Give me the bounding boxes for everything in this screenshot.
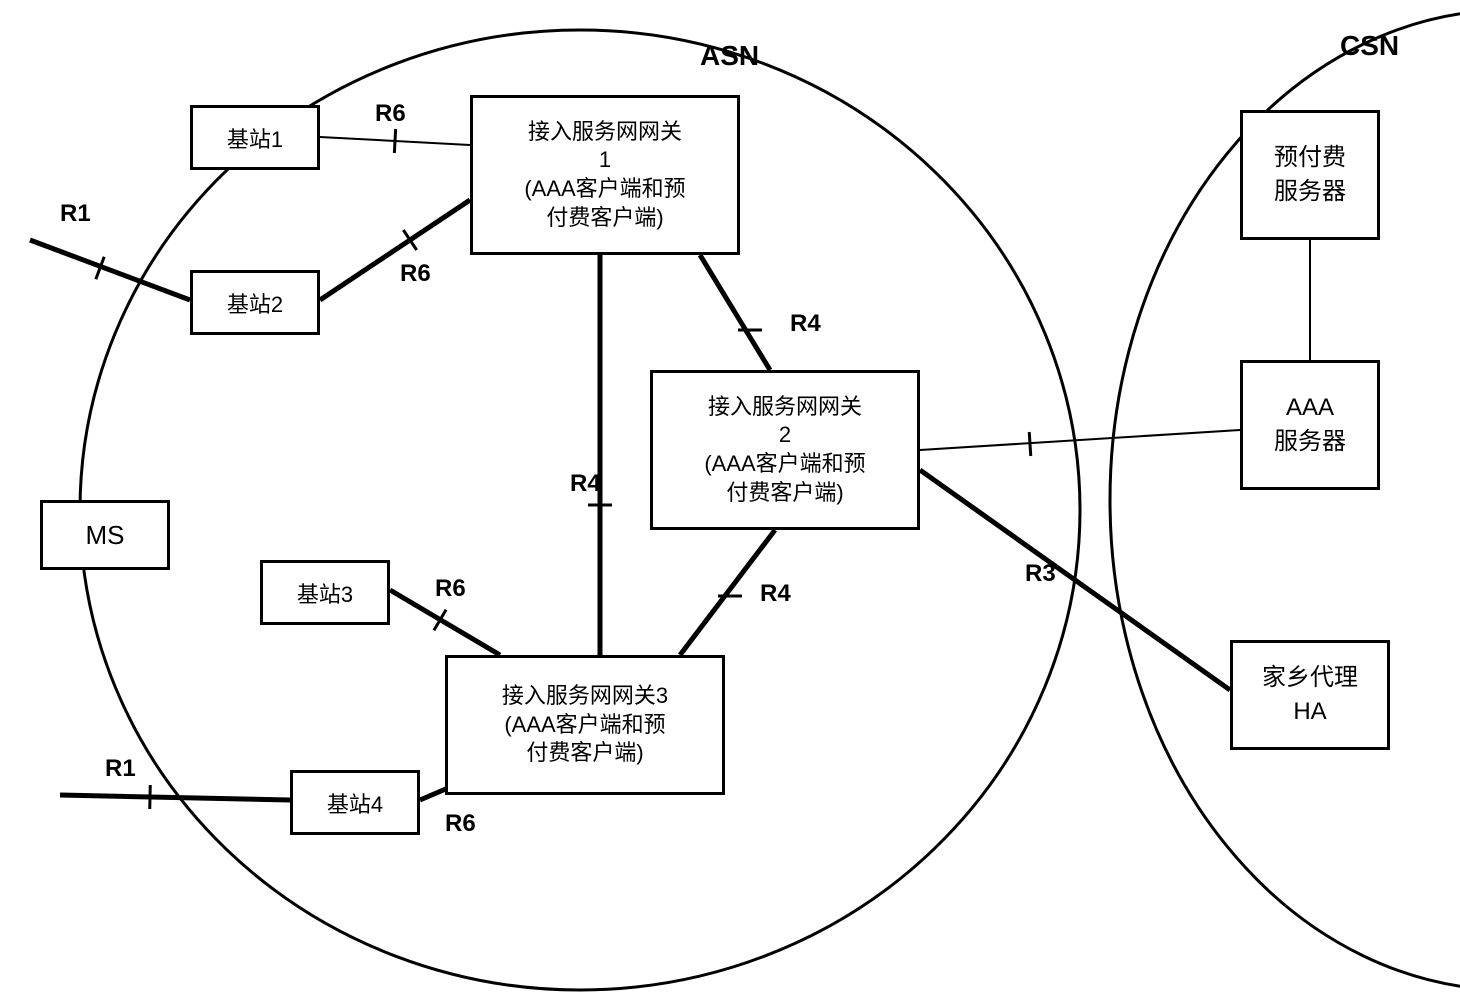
gw3-l3: 付费客户端) — [526, 739, 643, 768]
gw2-node: 接入服务网网关 2 (AAA客户端和预 付费客户端) — [650, 370, 920, 530]
asn-label: ASN — [700, 40, 759, 72]
r1a-label: R1 — [60, 200, 91, 228]
bs2-text: 基站2 — [227, 287, 283, 319]
r6d-label: R6 — [445, 810, 476, 838]
r6b-label: R6 — [400, 260, 431, 288]
gw2-l2: 2 — [779, 421, 791, 450]
r3-label: R3 — [1025, 560, 1056, 588]
gw2-l4: 付费客户端) — [726, 479, 843, 508]
bs4-text: 基站4 — [327, 787, 383, 819]
gw1-l3: (AAA客户端和预 — [524, 175, 685, 204]
bs3-text: 基站3 — [297, 577, 353, 609]
gw1-l2: 1 — [599, 146, 611, 175]
gw2-l1: 接入服务网网关 — [708, 393, 862, 422]
r4a-label: R4 — [790, 310, 821, 338]
ms-text: MS — [86, 520, 125, 551]
csn-label: CSN — [1340, 30, 1399, 62]
pps-l1: 预付费 — [1274, 141, 1346, 175]
gw1-l4: 付费客户端) — [546, 204, 663, 233]
r1b-label: R1 — [105, 755, 136, 783]
gw3-node: 接入服务网网关3 (AAA客户端和预 付费客户端) — [445, 655, 725, 795]
aaa-l2: 服务器 — [1274, 425, 1346, 459]
ha-l2: HA — [1293, 695, 1326, 729]
gw3-l2: (AAA客户端和预 — [504, 711, 665, 740]
gw1-node: 接入服务网网关 1 (AAA客户端和预 付费客户端) — [470, 95, 740, 255]
bs3-node: 基站3 — [260, 560, 390, 625]
pps-l2: 服务器 — [1274, 175, 1346, 209]
r4b-label: R4 — [570, 470, 601, 498]
bs2-node: 基站2 — [190, 270, 320, 335]
r6a-label: R6 — [375, 100, 406, 128]
aaa-node: AAA 服务器 — [1240, 360, 1380, 490]
gw3-l1: 接入服务网网关3 — [502, 682, 668, 711]
bs1-text: 基站1 — [227, 122, 283, 154]
gw1-l1: 接入服务网网关 — [528, 118, 682, 147]
bs4-node: 基站4 — [290, 770, 420, 835]
aaa-l1: AAA — [1286, 391, 1334, 425]
r6c-label: R6 — [435, 575, 466, 603]
bs1-node: 基站1 — [190, 105, 320, 170]
ha-l1: 家乡代理 — [1262, 661, 1358, 695]
r4c-label: R4 — [760, 580, 791, 608]
gw2-l3: (AAA客户端和预 — [704, 450, 865, 479]
pps-node: 预付费 服务器 — [1240, 110, 1380, 240]
ms-node: MS — [40, 500, 170, 570]
ha-node: 家乡代理 HA — [1230, 640, 1390, 750]
